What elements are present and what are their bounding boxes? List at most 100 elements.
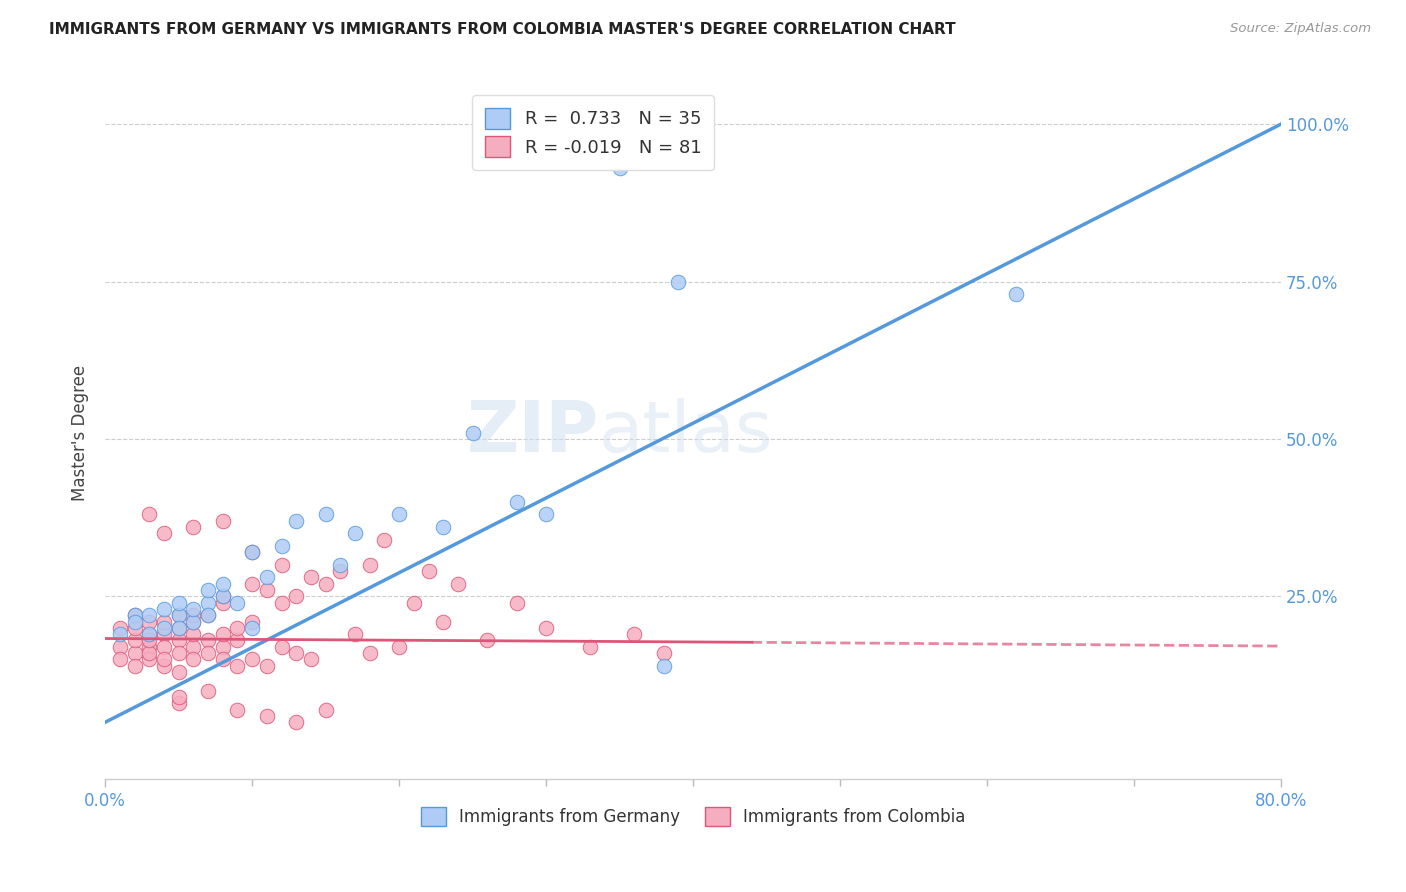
Point xyxy=(329,558,352,572)
Point xyxy=(256,582,278,597)
Point xyxy=(108,627,131,641)
Point xyxy=(461,425,484,440)
Point xyxy=(506,596,529,610)
Point xyxy=(211,627,233,641)
Point xyxy=(183,608,205,623)
Point xyxy=(211,514,233,528)
Point xyxy=(240,576,263,591)
Point xyxy=(211,640,233,654)
Point xyxy=(344,627,367,641)
Point xyxy=(579,640,602,654)
Point xyxy=(153,602,176,616)
Point xyxy=(183,615,205,629)
Point xyxy=(197,596,219,610)
Point xyxy=(418,564,440,578)
Point xyxy=(226,621,249,635)
Point xyxy=(138,615,160,629)
Point xyxy=(197,683,219,698)
Point xyxy=(344,526,367,541)
Point xyxy=(270,558,292,572)
Point xyxy=(138,652,160,666)
Point xyxy=(138,627,160,641)
Point xyxy=(506,495,529,509)
Point xyxy=(183,520,205,534)
Point xyxy=(153,526,176,541)
Y-axis label: Master's Degree: Master's Degree xyxy=(72,365,89,500)
Point xyxy=(167,608,190,623)
Point xyxy=(432,520,454,534)
Point xyxy=(138,633,160,648)
Point xyxy=(167,608,190,623)
Point xyxy=(167,665,190,679)
Point xyxy=(197,646,219,660)
Point xyxy=(183,627,205,641)
Point xyxy=(373,533,395,547)
Point xyxy=(477,633,499,648)
Point xyxy=(124,615,146,629)
Text: Source: ZipAtlas.com: Source: ZipAtlas.com xyxy=(1230,22,1371,36)
Point xyxy=(167,633,190,648)
Point xyxy=(240,615,263,629)
Point xyxy=(138,508,160,522)
Point xyxy=(226,596,249,610)
Point xyxy=(183,652,205,666)
Point xyxy=(666,275,689,289)
Point xyxy=(153,658,176,673)
Point xyxy=(226,703,249,717)
Point xyxy=(226,658,249,673)
Point xyxy=(359,646,381,660)
Point xyxy=(211,652,233,666)
Point xyxy=(270,596,292,610)
Point xyxy=(299,570,322,584)
Point xyxy=(167,690,190,704)
Point xyxy=(256,658,278,673)
Text: atlas: atlas xyxy=(599,398,773,467)
Point xyxy=(1005,287,1028,301)
Point xyxy=(211,596,233,610)
Point xyxy=(153,652,176,666)
Point xyxy=(226,633,249,648)
Point xyxy=(534,621,557,635)
Point xyxy=(402,596,425,610)
Point xyxy=(285,590,308,604)
Point xyxy=(108,640,131,654)
Point xyxy=(256,570,278,584)
Point xyxy=(124,608,146,623)
Point xyxy=(211,576,233,591)
Point xyxy=(240,652,263,666)
Point xyxy=(447,576,470,591)
Point xyxy=(138,640,160,654)
Point xyxy=(270,640,292,654)
Point xyxy=(153,615,176,629)
Point xyxy=(285,646,308,660)
Point xyxy=(285,715,308,730)
Point xyxy=(359,558,381,572)
Point xyxy=(388,640,411,654)
Point xyxy=(167,596,190,610)
Point xyxy=(138,646,160,660)
Point xyxy=(623,627,645,641)
Point xyxy=(388,508,411,522)
Point xyxy=(124,646,146,660)
Point xyxy=(652,646,675,660)
Text: ZIP: ZIP xyxy=(467,398,599,467)
Point xyxy=(240,621,263,635)
Legend: Immigrants from Germany, Immigrants from Colombia: Immigrants from Germany, Immigrants from… xyxy=(413,800,973,833)
Point xyxy=(138,627,160,641)
Point xyxy=(329,564,352,578)
Point xyxy=(153,640,176,654)
Point xyxy=(183,615,205,629)
Point xyxy=(153,621,176,635)
Point xyxy=(256,709,278,723)
Point xyxy=(211,590,233,604)
Point xyxy=(299,652,322,666)
Point xyxy=(124,608,146,623)
Point xyxy=(153,627,176,641)
Point xyxy=(211,590,233,604)
Point xyxy=(240,545,263,559)
Point xyxy=(285,514,308,528)
Text: IMMIGRANTS FROM GERMANY VS IMMIGRANTS FROM COLOMBIA MASTER'S DEGREE CORRELATION : IMMIGRANTS FROM GERMANY VS IMMIGRANTS FR… xyxy=(49,22,956,37)
Point xyxy=(167,621,190,635)
Point xyxy=(124,621,146,635)
Point xyxy=(167,697,190,711)
